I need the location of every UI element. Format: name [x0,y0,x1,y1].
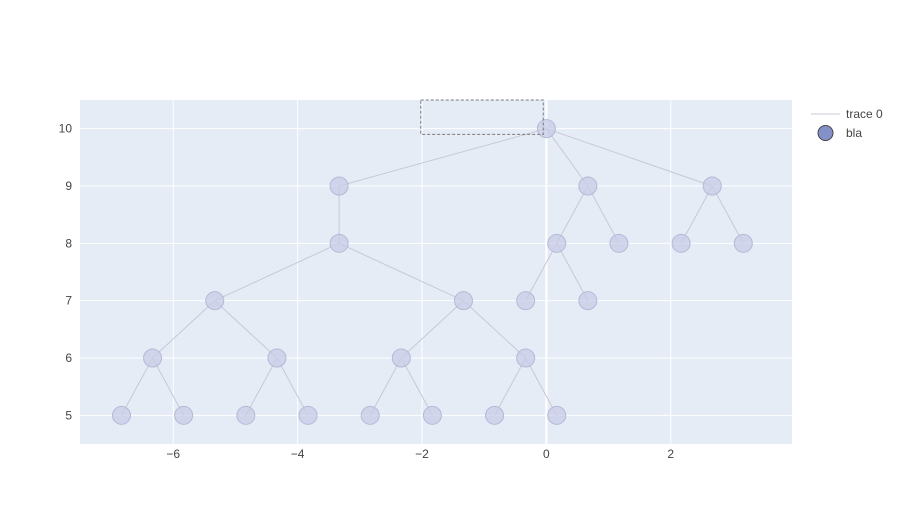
tree-node [547,405,567,425]
tree-edge [587,185,620,244]
tree-node [516,348,536,368]
x-tick-label: −2 [415,447,429,461]
x-axis-ticks: −6 −4 −2 0 2 [166,447,674,461]
tree-edge [556,185,589,244]
tree-node [671,233,691,253]
tree-edge [369,357,402,416]
tree-edge [494,357,527,416]
legend-item-trace-0[interactable]: trace 0 [811,107,883,121]
tree-node [329,176,349,196]
nodes-trace [111,119,753,425]
tree-node [298,405,318,425]
tree-edge [556,243,589,301]
y-tick-label: 10 [59,122,73,136]
selection-rectangle [420,99,544,135]
tree-edge [525,243,558,301]
x-tick-label: −4 [291,447,305,461]
x-tick-label: −6 [166,447,180,461]
tree-node [143,348,163,368]
tree-node [578,176,598,196]
tree-node [578,291,598,311]
tree-node [516,291,536,311]
legend: trace 0 bla [811,107,883,141]
x-tick-label: 2 [667,447,674,461]
tree-node [536,119,556,139]
tree-edge [525,357,558,416]
tree-edge [276,357,309,416]
tree-node [453,291,473,311]
tree-edge [400,300,464,359]
tree-node [236,405,256,425]
tree-edge [214,242,340,302]
tree-edge [711,185,744,244]
y-tick-label: 6 [65,351,72,365]
y-axis-ticks: 5 6 7 8 9 10 [59,122,73,423]
tree-edge [214,300,278,359]
tree-edge [152,357,185,416]
tree-node [733,233,753,253]
tree-edge [463,300,527,359]
tree-edge [245,357,278,416]
tree-node [609,233,629,253]
edges-trace [121,128,744,416]
tree-edge [338,128,547,187]
tree-node [702,176,722,196]
tree-node [485,405,505,425]
tree-edge [400,357,433,416]
tree-node [391,348,411,368]
tree-node [267,348,287,368]
legend-label-bla: bla [846,126,862,140]
tree-edge [680,185,713,244]
tree-node [205,291,225,311]
tree-edge [338,242,464,302]
tree-edge [546,128,713,187]
tree-node [547,233,567,253]
y-tick-label: 9 [65,179,72,193]
tree-node [360,405,380,425]
tree-node [174,405,194,425]
y-tick-label: 5 [65,408,72,422]
tree-edge [152,300,216,359]
legend-item-bla[interactable]: bla [817,125,862,141]
legend-label-trace-0: trace 0 [846,107,883,121]
tree-edge [545,128,589,187]
tree-edge [121,357,154,416]
x-tick-label: 0 [543,447,550,461]
tree-node [111,405,131,425]
plot-area [80,100,792,444]
tree-node [422,405,442,425]
y-tick-label: 8 [65,236,72,250]
legend-marker-swatch [817,125,834,141]
y-tick-label: 7 [65,294,72,308]
tree-node [329,233,349,253]
selection-box [420,99,544,135]
